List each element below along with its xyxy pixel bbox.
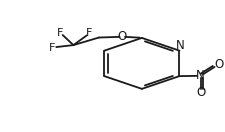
Text: O: O bbox=[118, 30, 127, 43]
Text: N: N bbox=[176, 39, 184, 52]
Text: N: N bbox=[196, 69, 205, 82]
Text: F: F bbox=[49, 43, 55, 53]
Text: O: O bbox=[196, 86, 205, 99]
Text: F: F bbox=[86, 28, 93, 38]
Text: O: O bbox=[214, 58, 223, 71]
Text: F: F bbox=[57, 28, 64, 38]
